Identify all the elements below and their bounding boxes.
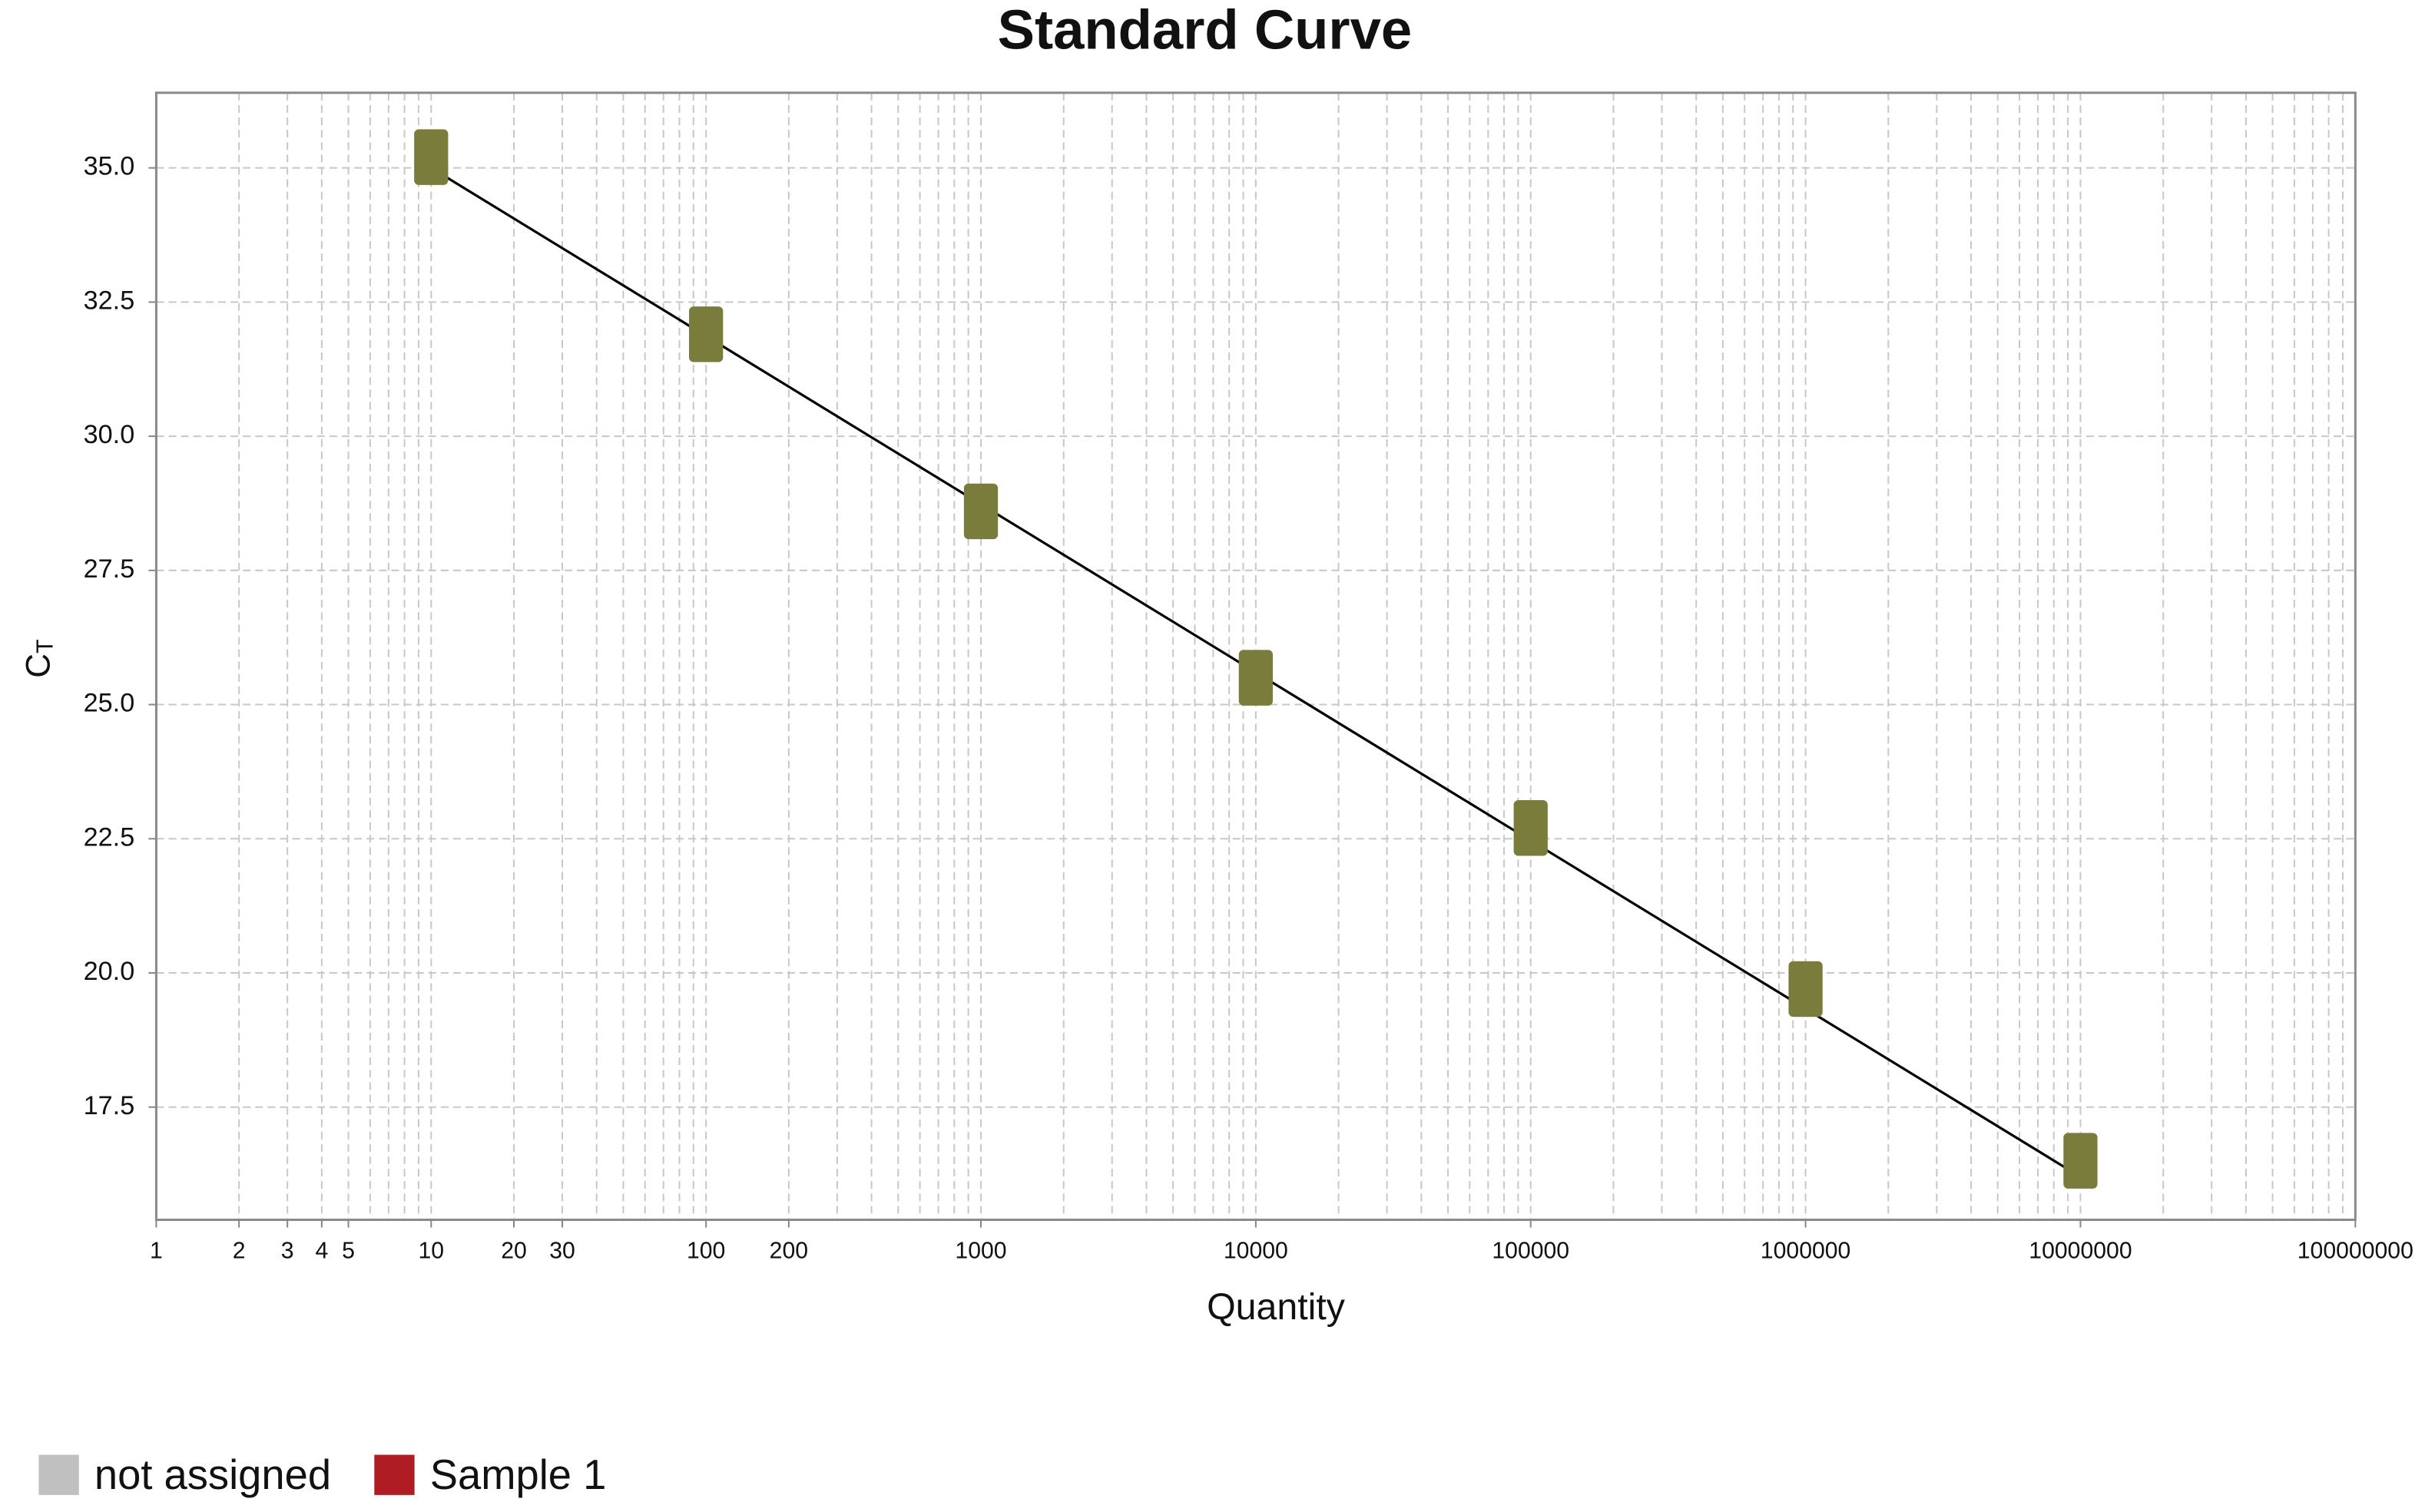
y-tick-label: 35.0 xyxy=(84,152,135,181)
x-axis-label: Quantity xyxy=(1207,1286,1346,1328)
x-tick-label: 5 xyxy=(342,1239,355,1264)
x-tick-label: 1000000 xyxy=(1761,1239,1851,1264)
data-point xyxy=(1513,800,1548,856)
x-tick-label: 10000 xyxy=(1224,1239,1288,1264)
y-tick-label: 25.0 xyxy=(84,689,135,718)
x-tick-label: 4 xyxy=(315,1239,328,1264)
legend-label: not assigned xyxy=(94,1451,331,1498)
x-tick-label: 3 xyxy=(281,1239,294,1264)
x-tick-label: 100 xyxy=(687,1239,725,1264)
x-tick-label: 1 xyxy=(150,1239,163,1264)
x-tick-label: 100000 xyxy=(1492,1239,1569,1264)
data-point xyxy=(689,306,724,362)
data-point xyxy=(963,483,999,540)
y-axis-label-sub: T xyxy=(32,639,58,653)
x-tick-label: 100000000 xyxy=(2297,1239,2413,1264)
y-tick-label: 22.5 xyxy=(84,822,135,852)
legend-label: Sample 1 xyxy=(430,1451,607,1498)
y-tick-label: 20.0 xyxy=(84,957,135,986)
y-tick-label: 27.5 xyxy=(84,554,135,584)
x-tick-label: 200 xyxy=(770,1239,808,1264)
data-point xyxy=(1238,650,1274,706)
y-axis-label: CT xyxy=(19,639,58,677)
data-point xyxy=(1788,961,1823,1017)
x-tick-label: 30 xyxy=(549,1239,575,1264)
x-tick-label: 10 xyxy=(418,1239,444,1264)
chart-title: Standard Curve xyxy=(998,0,1413,61)
plot-frame xyxy=(154,91,2357,1221)
y-tick-label: 30.0 xyxy=(84,420,135,449)
x-tick-label: 10000000 xyxy=(2029,1239,2132,1264)
y-tick-label: 17.5 xyxy=(84,1091,135,1120)
legend-swatch xyxy=(38,1454,79,1495)
x-tick-label: 1000 xyxy=(955,1239,1006,1264)
x-tick-label: 2 xyxy=(233,1239,246,1264)
y-tick-label: 32.5 xyxy=(84,286,135,315)
x-tick-label: 20 xyxy=(501,1239,527,1264)
y-axis-label-main: C xyxy=(19,653,57,678)
legend-swatch xyxy=(374,1454,415,1495)
data-point xyxy=(2063,1133,2098,1189)
data-point xyxy=(414,129,449,185)
